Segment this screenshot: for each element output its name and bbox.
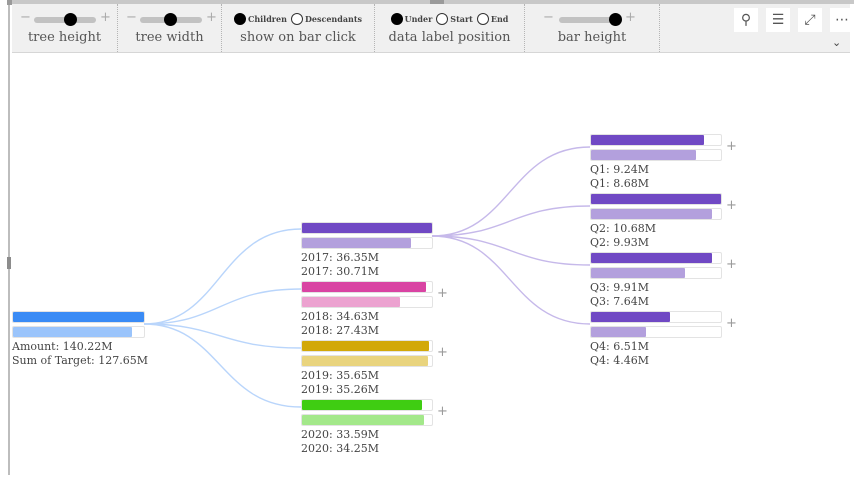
visual-top-border — [10, 0, 854, 4]
chevron-down-icon[interactable]: ⌄ — [832, 36, 842, 49]
show-on-bar-click-label: show on bar click — [240, 30, 356, 45]
radio-unselected-icon[interactable] — [436, 13, 449, 25]
edge-2017-q3 — [431, 235, 591, 266]
amount-bar[interactable] — [12, 311, 145, 323]
visual-corner-handle[interactable] — [7, 0, 12, 5]
radio-under[interactable]: Under — [390, 13, 432, 25]
tree-height-control: − + tree height — [12, 4, 118, 52]
target-bar[interactable] — [590, 149, 722, 161]
amount-bar[interactable] — [590, 252, 722, 264]
focus-mode-icon[interactable]: ⤢ — [798, 8, 822, 32]
bar-height-increase[interactable]: + — [625, 10, 636, 25]
amount-label: 2020: 33.59M — [301, 428, 379, 441]
edge-root-2017 — [143, 228, 302, 325]
expand-plus-icon[interactable]: + — [437, 286, 448, 301]
target-label: Q3: 7.64M — [590, 295, 649, 308]
edge-root-2019 — [143, 323, 302, 349]
amount-bar[interactable] — [590, 193, 722, 205]
target-bar[interactable] — [301, 237, 433, 249]
edge-root-2018 — [143, 288, 302, 325]
bar-height-slider[interactable]: − + — [525, 10, 659, 26]
expand-plus-icon[interactable]: + — [437, 345, 448, 360]
expand-plus-icon[interactable]: + — [726, 257, 737, 272]
target-bar[interactable] — [590, 267, 722, 279]
edge-2017-q2 — [431, 205, 591, 237]
amount-label: 2019: 35.65M — [301, 369, 379, 382]
target-bar[interactable] — [590, 208, 722, 220]
target-label: Q2: 9.93M — [590, 236, 649, 249]
data-label-position-label: data label position — [388, 30, 511, 45]
target-label: Q4: 4.46M — [590, 354, 649, 367]
tree-height-slider[interactable]: − + — [12, 10, 117, 26]
bar-height-decrease[interactable]: − — [543, 10, 554, 25]
expand-plus-icon[interactable]: + — [726, 316, 737, 331]
tree-height-decrease[interactable]: − — [20, 10, 31, 25]
target-bar[interactable] — [12, 326, 145, 338]
target-bar[interactable] — [301, 296, 433, 308]
edge-2017-q4 — [431, 235, 591, 325]
amount-label: Q3: 9.91M — [590, 281, 649, 294]
amount-bar[interactable] — [301, 281, 433, 293]
slider-track[interactable] — [559, 17, 619, 23]
expand-plus-icon[interactable]: + — [437, 404, 448, 419]
edge-2017-q1 — [431, 146, 591, 237]
filter-icon[interactable]: ☰ — [766, 8, 790, 32]
pin-icon[interactable]: ⚲ — [734, 8, 758, 32]
data-label-position-control: Under Start End data label position — [375, 4, 525, 52]
edge-root-2020 — [143, 323, 302, 408]
amount-label: 2017: 36.35M — [301, 251, 379, 264]
target-label: Q1: 8.68M — [590, 177, 649, 190]
expand-plus-icon[interactable]: + — [726, 139, 737, 154]
radio-selected-icon[interactable] — [233, 13, 246, 25]
tree-width-control: − + tree width — [118, 4, 222, 52]
slider-knob[interactable] — [64, 13, 77, 26]
bar-height-control: − + bar height — [525, 4, 660, 52]
radio-start[interactable]: Start — [436, 13, 473, 25]
radio-unselected-icon[interactable] — [476, 13, 489, 25]
slider-knob[interactable] — [164, 13, 177, 26]
resize-handle-top[interactable] — [430, 0, 444, 4]
more-options-icon[interactable]: ⋯ — [830, 8, 854, 32]
tree-settings-toolbar: − + tree height − + tree width Children … — [12, 4, 854, 53]
amount-bar[interactable] — [301, 222, 433, 234]
target-bar[interactable] — [301, 355, 433, 367]
radio-unselected-icon[interactable] — [290, 13, 303, 25]
target-label: 2020: 34.25M — [301, 442, 379, 455]
radio-descendants[interactable]: Descendants — [290, 13, 362, 25]
target-bar[interactable] — [590, 326, 722, 338]
slider-knob[interactable] — [609, 13, 622, 26]
radio-children[interactable]: Children — [233, 13, 287, 25]
resize-handle-left[interactable] — [7, 257, 11, 269]
tree-width-label: tree width — [135, 30, 204, 45]
radio-selected-icon[interactable] — [390, 13, 403, 25]
expand-plus-icon[interactable]: + — [726, 198, 737, 213]
target-label: 2018: 27.43M — [301, 324, 379, 337]
amount-label: Q2: 10.68M — [590, 222, 656, 235]
target-bar[interactable] — [301, 414, 433, 426]
target-label: 2019: 35.26M — [301, 383, 379, 396]
tree-width-slider[interactable]: − + — [118, 10, 221, 26]
amount-label: 2018: 34.63M — [301, 310, 379, 323]
amount-bar[interactable] — [301, 340, 433, 352]
radio-end[interactable]: End — [476, 13, 508, 25]
target-label: Sum of Target: 127.65M — [12, 354, 148, 367]
bar-height-label: bar height — [557, 30, 627, 45]
amount-label: Q1: 9.24M — [590, 163, 649, 176]
amount-label: Q4: 6.51M — [590, 340, 649, 353]
show-on-bar-click-control: Children Descendants show on bar click — [222, 4, 375, 52]
tree-width-decrease[interactable]: − — [126, 10, 137, 25]
amount-bar[interactable] — [590, 311, 722, 323]
target-label: 2017: 30.71M — [301, 265, 379, 278]
tree-width-increase[interactable]: + — [206, 10, 217, 25]
tree-height-increase[interactable]: + — [100, 10, 111, 25]
tree-height-label: tree height — [27, 30, 102, 45]
visual-left-border — [7, 0, 11, 475]
amount-bar[interactable] — [590, 134, 722, 146]
amount-label: Amount: 140.22M — [12, 340, 113, 353]
amount-bar[interactable] — [301, 399, 433, 411]
